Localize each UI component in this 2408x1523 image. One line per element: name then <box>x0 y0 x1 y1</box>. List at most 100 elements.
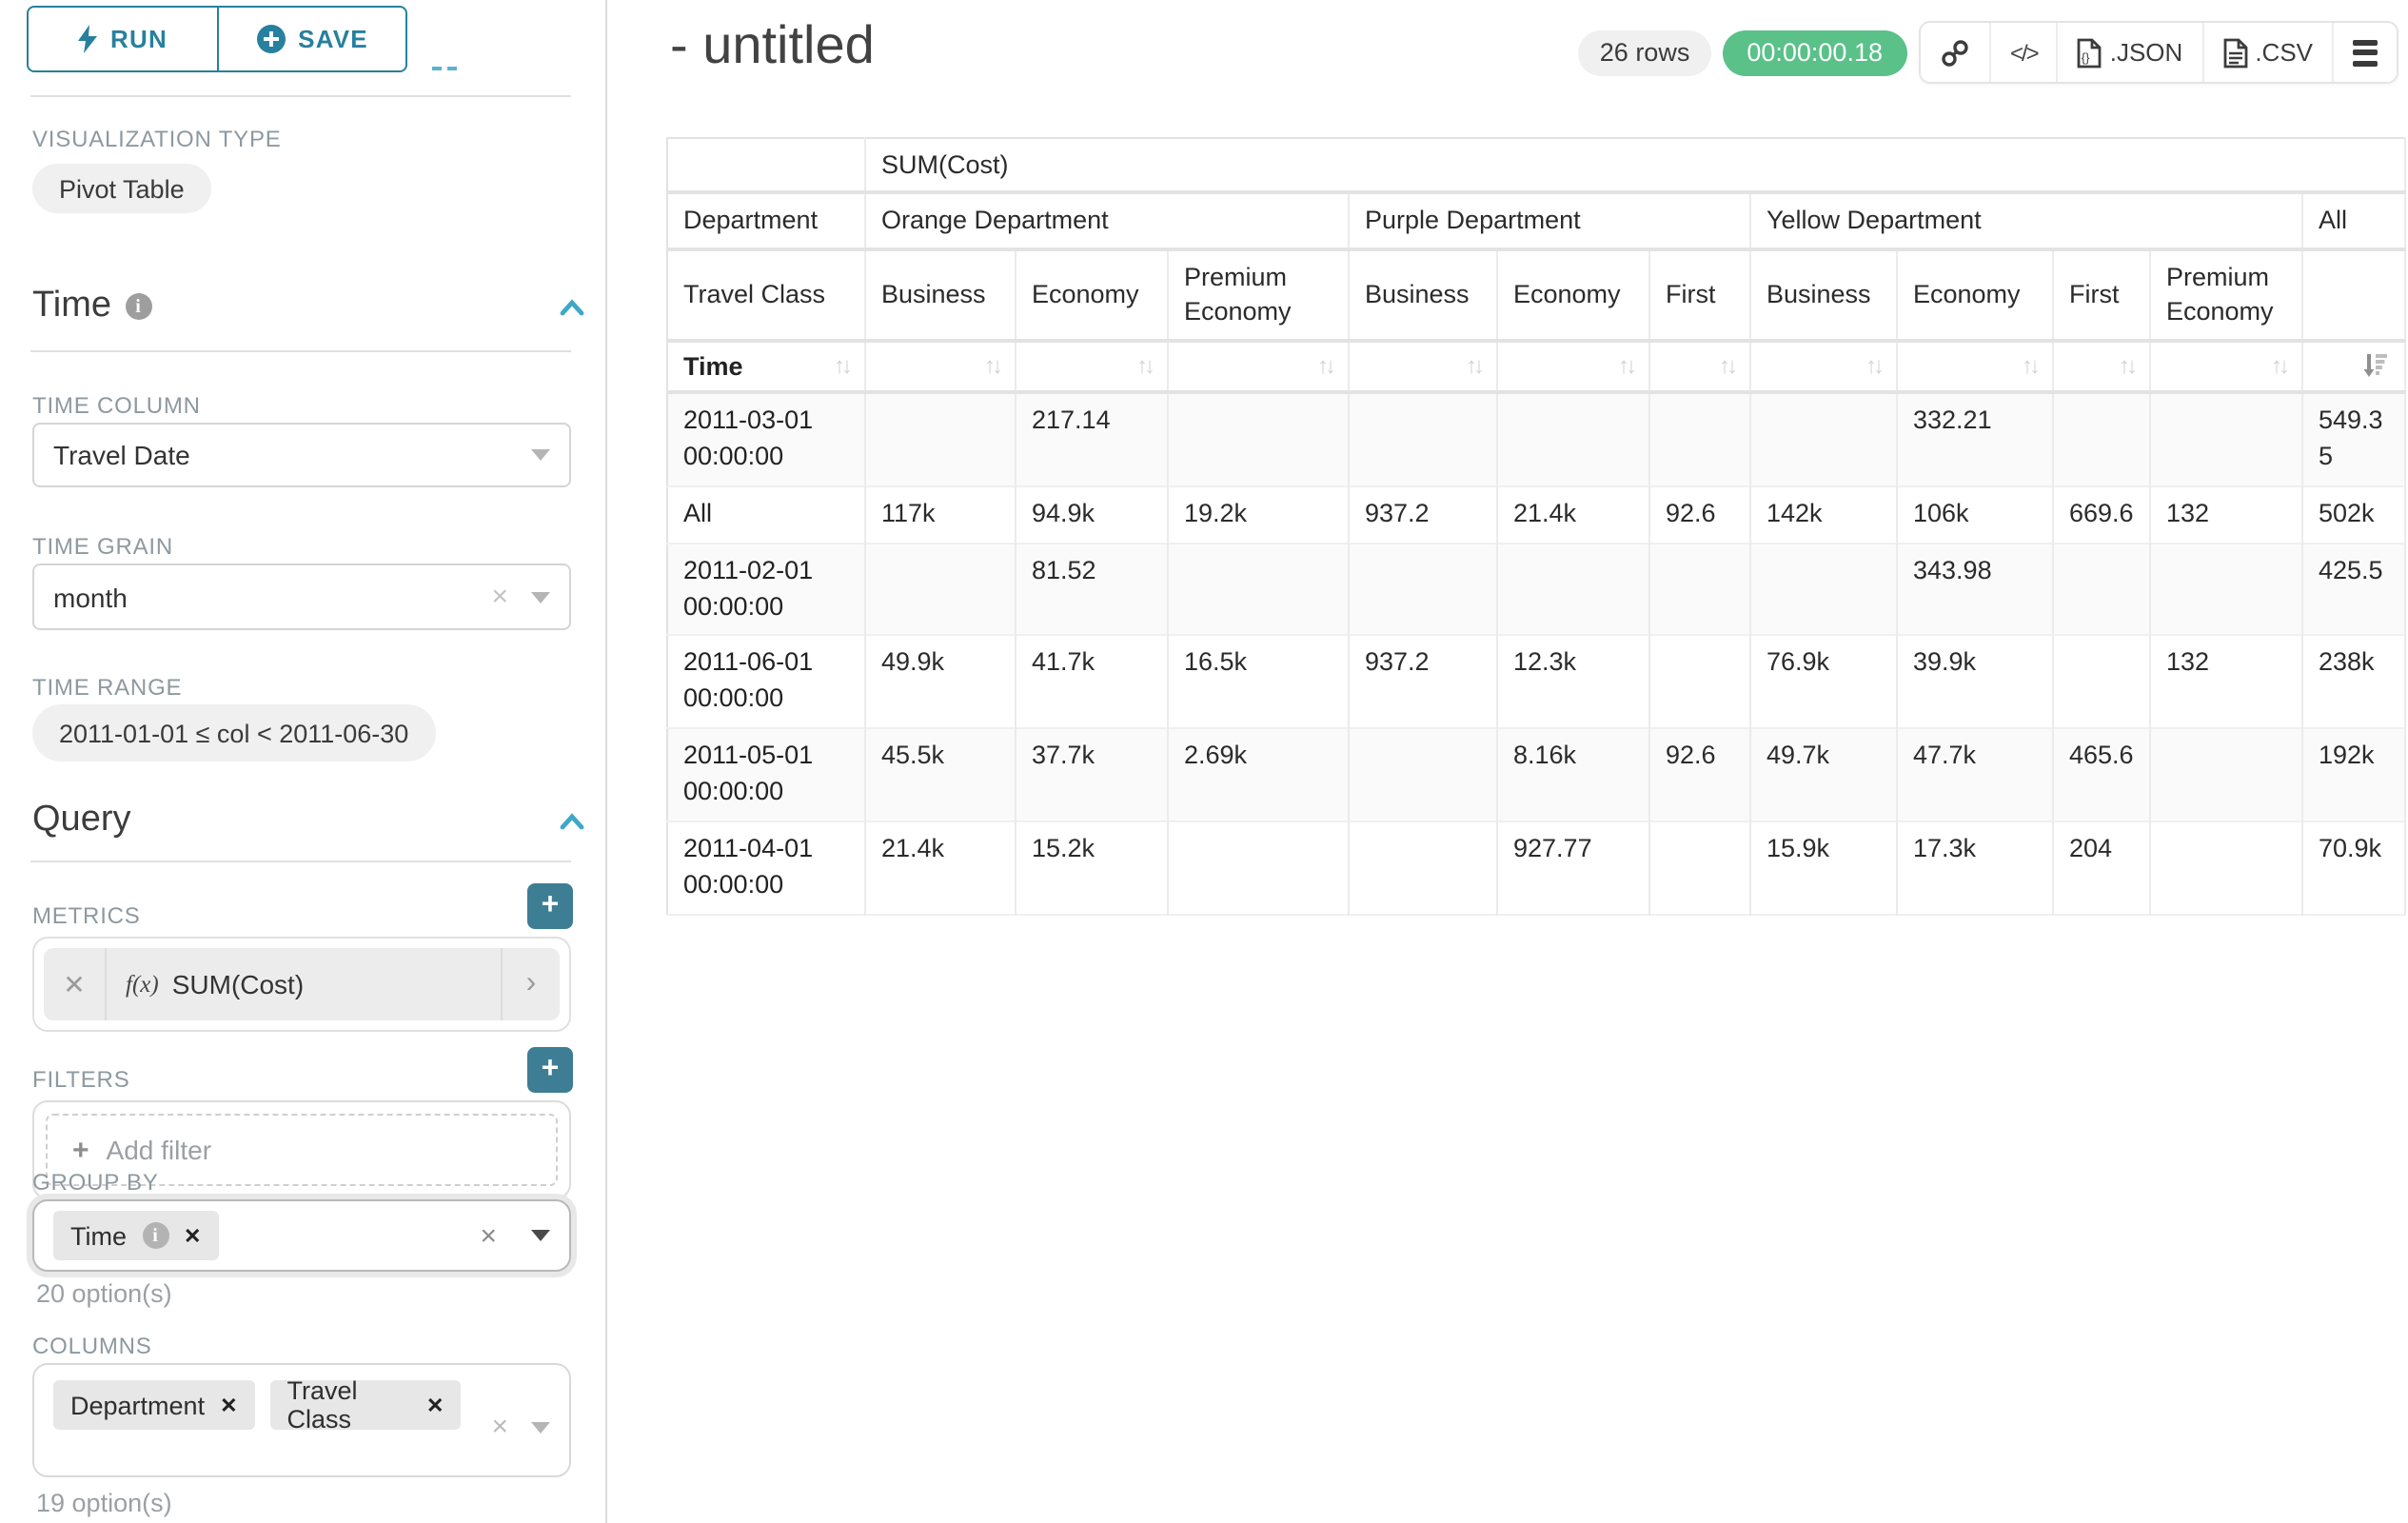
info-icon: i <box>142 1222 168 1249</box>
columns-select[interactable]: Department ✕ Travel Class ✕ × <box>32 1363 571 1477</box>
selected-option-tag[interactable]: Travel Class ✕ <box>269 1376 462 1434</box>
clear-icon[interactable]: × <box>491 581 508 613</box>
value-cell: 332.21 <box>1897 391 2054 486</box>
value-cell: 37.7k <box>1016 728 1169 821</box>
control-panel-sidebar: Chart Type RUN SAVE VISUALIZATION TYPE P… <box>0 0 632 1523</box>
row-label: 2011-04-01 00:00:00 <box>667 821 866 915</box>
sort-header-cell: ↑↓ <box>2150 340 2303 392</box>
caret-down-icon[interactable] <box>531 1421 550 1433</box>
chart-panel: - untitled 26 rows 00:00:00.18 </> <box>630 0 2408 1523</box>
sidebar-scrollbar[interactable] <box>605 0 607 1523</box>
time-column-select[interactable]: Travel Date <box>32 423 571 487</box>
sort-header-cell: ↑↓ <box>1016 340 1169 392</box>
sort-desc-icon[interactable] <box>2362 353 2389 380</box>
query-section-header[interactable]: Query <box>32 800 584 841</box>
remove-tag-icon[interactable]: ✕ <box>184 1225 202 1248</box>
run-save-button-group: RUN SAVE <box>27 6 407 72</box>
pivot-table: SUM(Cost) Department Orange Department Purp… <box>666 137 2407 916</box>
filters-label: FILTERS <box>32 1066 130 1093</box>
svg-text:{}: {} <box>2082 49 2091 64</box>
time-grain-select[interactable]: month × <box>32 564 571 630</box>
sort-icon[interactable]: ↑↓ <box>984 352 1003 380</box>
page-title[interactable]: - untitled <box>670 15 875 74</box>
value-cell: 132 <box>2150 485 2303 544</box>
chevron-up-icon[interactable] <box>560 812 584 829</box>
sort-icon[interactable]: ↑↓ <box>1618 352 1637 380</box>
chevron-up-icon <box>432 67 442 70</box>
value-cell: 2.69k <box>1168 728 1350 821</box>
value-cell <box>2150 728 2303 821</box>
visualization-type-value[interactable]: Pivot Table <box>32 164 211 213</box>
remove-metric-icon[interactable]: ✕ <box>44 948 107 1020</box>
remove-tag-icon[interactable]: ✕ <box>220 1394 238 1417</box>
value-cell <box>1349 391 1498 486</box>
add-metric-button[interactable]: + <box>527 883 573 929</box>
value-cell: 21.4k <box>1497 485 1650 544</box>
column-subheader: Business <box>1349 248 1498 341</box>
column-subheader: Economy <box>1897 248 2054 341</box>
corner-cell <box>667 138 866 191</box>
selected-option-tag[interactable]: Time i ✕ <box>53 1211 219 1260</box>
group-by-select[interactable]: Time i ✕ × <box>32 1199 571 1272</box>
metrics-control: ✕ f(x) SUM(Cost) › <box>32 937 571 1032</box>
row-label: 2011-05-01 00:00:00 <box>667 728 866 821</box>
sort-icon[interactable]: ↑↓ <box>1317 352 1336 380</box>
value-cell <box>1168 821 1350 915</box>
tag-label: Time <box>70 1221 127 1250</box>
info-icon: i <box>125 293 152 320</box>
table-row: 2011-06-01 00:00:00 49.9k 41.7k 16.5k 937.2 1… <box>667 635 2407 729</box>
row-dimension2-header: Travel Class <box>667 248 866 341</box>
value-cell: 217.14 <box>1016 391 1169 486</box>
column-subheader: First <box>2053 248 2151 341</box>
value-cell: 39.9k <box>1897 635 2054 729</box>
sort-icon[interactable]: ↑↓ <box>834 352 853 380</box>
menu-button[interactable] <box>2334 23 2397 82</box>
sort-icon[interactable]: ↑↓ <box>1719 352 1738 380</box>
value-cell: 204 <box>2053 821 2151 915</box>
column-subheader: Economy <box>1016 248 1169 341</box>
value-cell: 927.77 <box>1497 821 1650 915</box>
value-cell <box>1168 391 1350 486</box>
time-section-header[interactable]: Time i <box>32 286 584 327</box>
value-cell: 15.2k <box>1016 821 1169 915</box>
add-filter-button[interactable]: + Add filter <box>46 1114 558 1186</box>
table-row: 2011-04-01 00:00:00 21.4k 15.2k 927.77 15.9k… <box>667 821 2407 915</box>
column-subheader: Business <box>1750 248 1898 341</box>
metric-item[interactable]: ✕ f(x) SUM(Cost) › <box>44 948 560 1020</box>
value-cell: 549.35 <box>2302 391 2407 486</box>
file-csv-icon <box>2222 37 2247 68</box>
chevron-right-icon[interactable]: › <box>525 967 537 999</box>
add-filter-plus-button[interactable]: + <box>527 1047 573 1093</box>
caret-down-icon[interactable] <box>531 1230 550 1241</box>
value-cell: 12.3k <box>1497 635 1650 729</box>
remove-tag-icon[interactable]: ✕ <box>426 1394 444 1417</box>
sort-icon[interactable]: ↑↓ <box>2119 352 2138 380</box>
sort-header-cell: ↑↓ <box>1497 340 1650 392</box>
value-cell: 117k <box>865 485 1016 544</box>
plus-icon: + <box>72 1134 89 1166</box>
clear-icon[interactable]: × <box>480 1219 497 1252</box>
clear-icon[interactable]: × <box>491 1411 508 1443</box>
time-range-value[interactable]: 2011-01-01 ≤ col < 2011-06-30 <box>32 704 436 762</box>
caret-down-icon <box>531 591 550 603</box>
code-icon: </> <box>2010 39 2040 66</box>
sort-icon[interactable]: ↑↓ <box>2022 352 2041 380</box>
run-button[interactable]: RUN <box>27 6 217 72</box>
share-link-button[interactable] <box>1921 23 1991 82</box>
sort-icon[interactable]: ↑↓ <box>2271 352 2290 380</box>
column-subheader: First <box>1649 248 1751 341</box>
sort-icon[interactable]: ↑↓ <box>1466 352 1485 380</box>
export-csv-button[interactable]: .CSV <box>2203 23 2334 82</box>
selected-option-tag[interactable]: Department ✕ <box>53 1380 255 1430</box>
save-button[interactable]: SAVE <box>217 6 407 72</box>
chevron-up-icon[interactable] <box>560 298 584 315</box>
view-query-button[interactable]: </> <box>1991 23 2059 82</box>
value-cell: 70.9k <box>2302 821 2407 915</box>
link-icon <box>1942 39 1968 66</box>
value-cell: 19.2k <box>1168 485 1350 544</box>
table-row: 2011-02-01 00:00:00 81.52 343.98 425.5 <box>667 543 2407 636</box>
filters-control: + Add filter <box>32 1100 571 1199</box>
sort-icon[interactable]: ↑↓ <box>1865 352 1885 380</box>
sort-icon[interactable]: ↑↓ <box>1136 352 1155 380</box>
export-json-button[interactable]: {} .JSON <box>2058 23 2204 82</box>
